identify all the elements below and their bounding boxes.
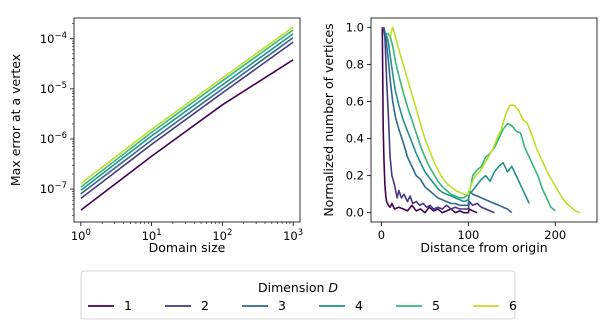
legend-box [80, 270, 516, 320]
left-y-tick-base: 10 [40, 132, 55, 146]
left-x-tick-base: 10 [283, 229, 298, 243]
right-y-tick-label: 0.4 [346, 132, 364, 146]
legend-title: Dimension D [258, 280, 338, 295]
left-x-tick-base: 10 [71, 229, 86, 243]
left-y-tick-label: 10−6 [40, 131, 67, 146]
left-x-tick-exponent: 2 [227, 228, 232, 238]
legend-title-symbol: D [328, 280, 338, 295]
legend-label-6: 6 [509, 298, 517, 313]
right-y-tick-label: 0.6 [346, 94, 364, 108]
left-series-line-2 [80, 41, 294, 200]
left-y-axis-label: Max error at a vertex [8, 54, 23, 186]
right-x-tick-label: 100 [457, 228, 479, 242]
left-x-tick-base: 10 [142, 229, 157, 243]
right-y-tick-label: 0.8 [346, 57, 364, 71]
left-x-tick-exponent: 1 [156, 228, 161, 238]
left-series-line-3 [80, 37, 294, 195]
left-y-tick-base: 10 [40, 182, 55, 196]
legend-label-5: 5 [432, 298, 440, 313]
right-x-axis-label: Distance from origin [420, 240, 547, 255]
right-y-tick-label: 0.2 [346, 169, 364, 183]
right-x-ticks: 0 100 200 [378, 222, 566, 242]
left-y-tick-exponent: −5 [54, 81, 67, 91]
right-chart: 0 100 200 0.0 0.2 0.4 0.6 0.8 1.0 Distance from… [321, 17, 598, 255]
left-series-line-1 [80, 59, 294, 211]
right-y-tick-label: 0.0 [346, 206, 364, 220]
left-x-tick-label: 103 [283, 228, 303, 243]
legend: Dimension D 1 2 3 4 5 6 [80, 270, 517, 320]
legend-entries: 1 2 3 4 5 6 [88, 298, 517, 313]
left-y-tick-exponent: −4 [54, 31, 67, 41]
legend-label-2: 2 [201, 298, 209, 313]
left-y-tick-base: 10 [40, 32, 55, 46]
left-series-line-5 [80, 29, 294, 188]
left-x-tick-label: 100 [71, 228, 91, 243]
left-x-axis-label: Domain size [149, 240, 226, 255]
left-x-tick-exponent: 0 [85, 228, 90, 238]
left-y-tick-exponent: −6 [54, 131, 67, 141]
right-y-tick-label: 1.0 [346, 20, 364, 34]
legend-label-1: 1 [124, 298, 132, 313]
left-y-tick-label: 10−5 [40, 81, 67, 96]
left-chart: 100 101 102 103 10−710−610−510−4 Domain siz… [8, 17, 303, 255]
left-y-tick-base: 10 [40, 82, 55, 96]
left-series-line-4 [80, 33, 294, 191]
left-x-ticks: 100 101 102 103 [71, 222, 303, 243]
right-series-line-6 [389, 26, 580, 214]
right-series-line-4 [385, 32, 530, 204]
right-series-line-3 [383, 27, 513, 214]
left-x-tick-label: 101 [142, 228, 162, 243]
legend-label-3: 3 [278, 298, 286, 313]
right-y-ticks: 0.0 0.2 0.4 0.6 0.8 1.0 [346, 20, 371, 220]
right-y-axis-label: Normalized number of vertices [321, 23, 336, 216]
right-series-line-2 [382, 27, 495, 214]
right-x-tick-label: 0 [378, 228, 385, 242]
right-plot-frame [370, 17, 598, 223]
legend-title-text: Dimension [258, 280, 328, 295]
left-x-tick-exponent: 3 [298, 228, 303, 238]
left-plot-frame [73, 17, 301, 223]
legend-label-4: 4 [355, 298, 363, 313]
left-y-tick-exponent: −7 [54, 181, 67, 191]
left-x-tick-label: 102 [212, 228, 232, 243]
left-y-tick-label: 10−7 [40, 181, 67, 196]
left-series-line-6 [80, 26, 294, 185]
left-series-lines [80, 26, 294, 211]
right-series-line-1 [381, 27, 478, 214]
left-y-tick-label: 10−4 [40, 31, 67, 46]
left-y-ticks: 10−710−610−510−4 [40, 23, 74, 216]
right-series-lines [381, 26, 580, 214]
right-x-tick-label: 200 [544, 228, 566, 242]
left-x-tick-base: 10 [212, 229, 227, 243]
